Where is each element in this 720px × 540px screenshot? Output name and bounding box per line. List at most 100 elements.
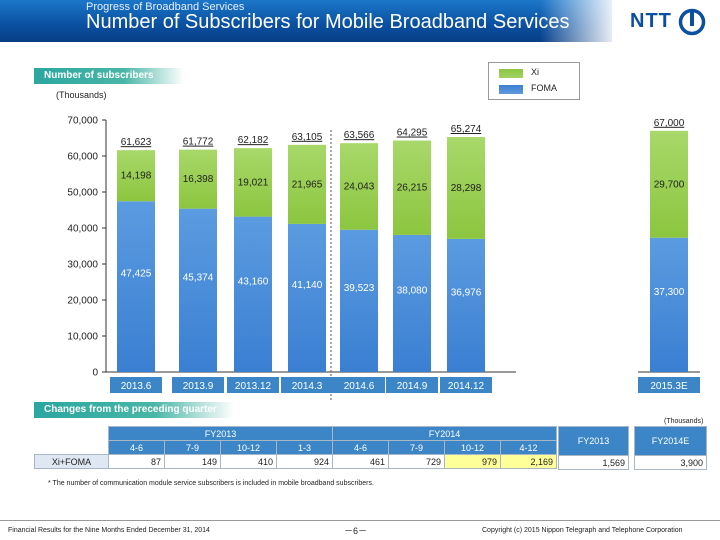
y-unit-label: (Thousands) [56,90,107,100]
table-quarter-header: 10-12 [220,440,277,455]
legend-swatch-xi [499,69,523,78]
table-value-cell: 979 [444,454,501,469]
table-header-fy2013-total: FY2013 [558,426,629,456]
y-tick-label: 0 [92,368,98,379]
table-header-fy2014: FY2014 [332,426,557,441]
data-label-total: 63,105 [292,132,323,143]
x-category-box [227,377,279,393]
table-unit-label: (Thousands) [664,418,704,425]
data-label-total: 65,274 [451,124,482,135]
bar-foma [288,223,326,372]
fy2014e-total-table: FY2014E 3,900 [634,426,707,470]
table-quarter-header: 4-6 [332,440,389,455]
data-label-total: 61,623 [121,137,152,148]
x-category-box [110,377,162,393]
data-label-foma: 47,425 [121,269,152,280]
x-tick-label: 2013.9 [183,381,214,392]
data-label-xi: 28,298 [451,183,482,194]
x-tick-label: 2015.3E [650,381,688,392]
legend-item-xi: Xi [499,66,579,80]
section-label-changes: Changes from the preceding quarter [34,402,234,418]
bar-xi [393,140,431,235]
data-label-total: 61,772 [183,137,214,148]
table-quarter-header: 7-9 [388,440,445,455]
footer-report-title: Financial Results for the Nine Months En… [8,527,210,534]
table-quarter-header: 7-9 [164,440,221,455]
y-tick-label: 10,000 [67,332,98,343]
table-value-cell: 149 [164,454,221,469]
table-quarter-header: 10-12 [444,440,501,455]
bar-xi [447,137,485,239]
data-label-xi: 26,215 [397,183,428,194]
section-label-subscribers: Number of subscribers [34,68,184,84]
bar-xi [650,130,688,238]
bar-foma [234,216,272,372]
table-value-fy2013-total: 1,569 [558,455,629,470]
x-category-box [440,377,492,393]
data-label-xi: 14,198 [121,171,152,182]
x-tick-label: 2014.3 [292,381,323,392]
y-tick-label: 60,000 [67,152,98,163]
footer-copyright: Copyright (c) 2015 Nippon Telegraph and … [482,527,683,534]
table-value-cell: 2,169 [500,454,557,469]
table-quarter-header: 1-3 [276,440,333,455]
bar-xi [179,149,217,209]
data-label-total: 63,566 [344,130,375,141]
page-kicker: Progress of Broadband Services [86,1,245,13]
y-tick-label: 30,000 [67,260,98,271]
footnote: * The number of communication module ser… [48,480,374,487]
ntt-logo: NTT [630,8,712,36]
table-corner [35,427,109,441]
data-label-xi: 16,398 [183,174,214,185]
bar-foma [340,229,378,372]
ntt-logo-icon [678,8,706,36]
data-label-foma: 37,300 [654,287,685,298]
bar-xi [340,143,378,230]
chart-legend: Xi FOMA [488,62,580,100]
data-label-foma: 41,140 [292,280,323,291]
data-label-foma: 45,374 [183,272,214,283]
table-value-cell: 87 [108,454,165,469]
x-category-box [386,377,438,393]
table-value-cell: 729 [388,454,445,469]
bar-foma [117,201,155,372]
data-label-total: 62,182 [238,135,269,146]
y-tick-label: 70,000 [67,116,98,127]
table-quarter-header: 4-12 [500,440,557,455]
x-category-box [172,377,224,393]
legend-label-foma: FOMA [531,83,557,93]
x-tick-label: 2013.12 [235,381,272,392]
fy2013-total-table: FY2013 1,569 [558,426,629,470]
data-label-xi: 21,965 [292,179,323,190]
table-value-cell: 461 [332,454,389,469]
x-tick-label: 2013.6 [121,381,152,392]
header-fade [540,0,620,42]
x-tick-label: 2014.9 [397,381,428,392]
x-tick-label: 2014.6 [344,381,375,392]
data-label-xi: 29,700 [654,179,685,190]
page-title: Number of Subscribers for Mobile Broadba… [86,11,570,33]
page-number: －6－ [344,526,368,536]
table-corner [35,441,109,455]
bar-foma [179,208,217,372]
bar-xi [234,148,272,217]
data-label-total: 67,000 [654,118,685,129]
y-tick-label: 40,000 [67,224,98,235]
table-value-cell: 410 [220,454,277,469]
data-label-total: 64,295 [397,128,428,139]
table-row-label: Xi+FOMA [34,454,109,469]
table-header-fy2014e-total: FY2014E [634,426,707,456]
changes-table: FY2013 FY2014 4-6 7-9 10-12 1-3 4-6 7-9 10-12 4… [34,426,557,469]
bar-xi [288,144,326,224]
bar-foma [447,238,485,372]
legend-swatch-foma [499,85,523,94]
y-tick-label: 50,000 [67,188,98,199]
footer-divider [0,520,720,521]
data-label-foma: 36,976 [451,287,482,298]
y-tick-label: 20,000 [67,296,98,307]
x-category-box [333,377,385,393]
x-category-box [638,377,700,393]
table-quarter-row: 4-6 7-9 10-12 1-3 4-6 7-9 10-12 4-12 [35,440,557,455]
table-header-fy2013: FY2013 [108,426,333,441]
x-tick-label: 2014.12 [448,381,485,392]
